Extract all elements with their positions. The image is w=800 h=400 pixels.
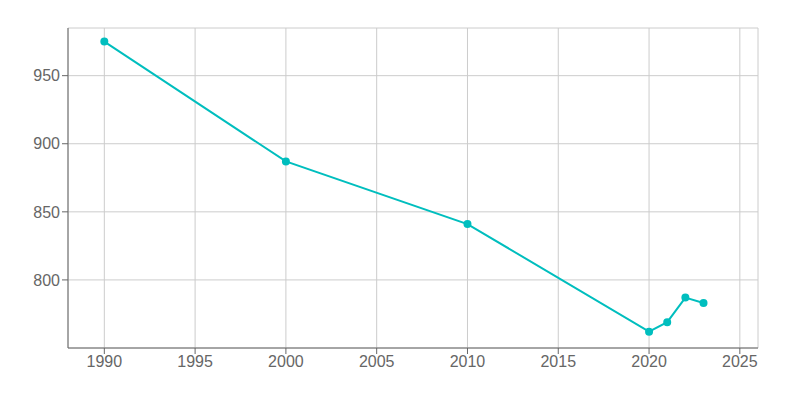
- svg-text:2010: 2010: [450, 353, 486, 370]
- svg-text:1990: 1990: [87, 353, 123, 370]
- svg-text:1995: 1995: [177, 353, 213, 370]
- svg-text:900: 900: [33, 135, 60, 152]
- svg-text:950: 950: [33, 67, 60, 84]
- svg-text:2015: 2015: [540, 353, 576, 370]
- svg-text:800: 800: [33, 272, 60, 289]
- svg-text:2020: 2020: [631, 353, 667, 370]
- svg-text:2025: 2025: [722, 353, 758, 370]
- svg-text:2005: 2005: [359, 353, 395, 370]
- svg-text:850: 850: [33, 204, 60, 221]
- svg-text:2000: 2000: [268, 353, 304, 370]
